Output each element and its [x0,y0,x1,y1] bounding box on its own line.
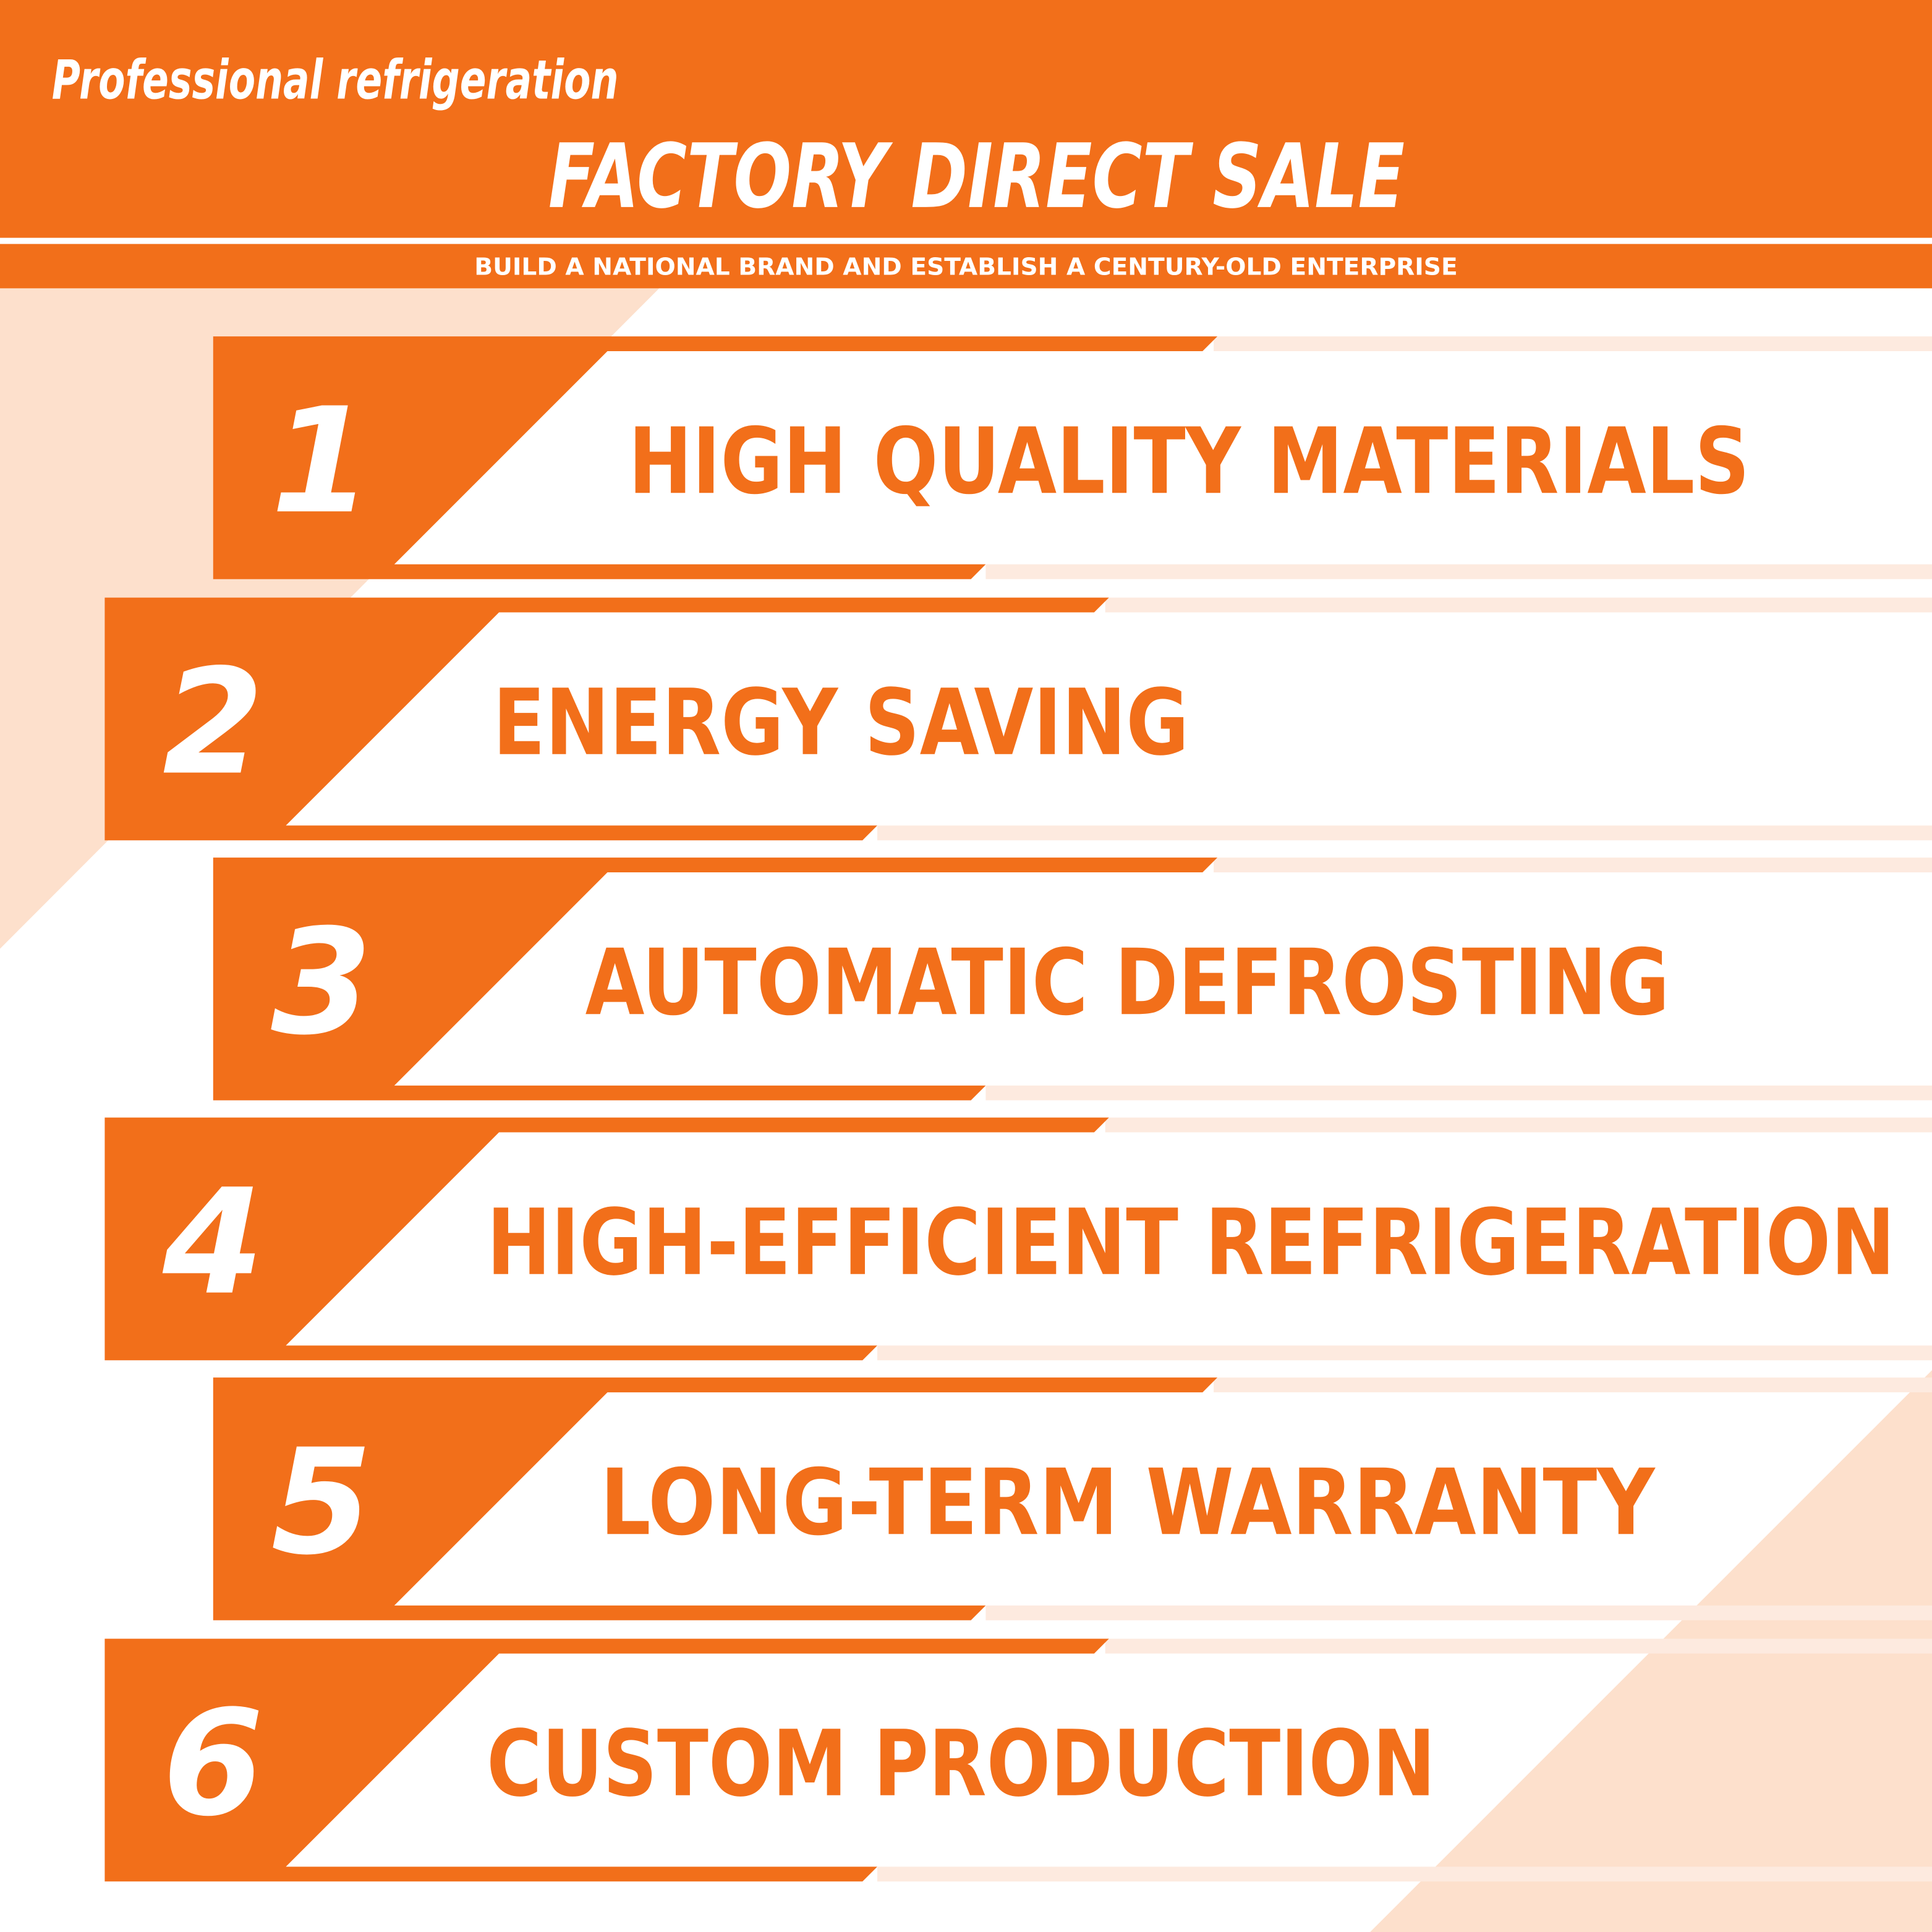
number-panel [213,336,1218,579]
faded-stripe [1214,1377,1932,1393]
faded-stripe [1105,1638,1932,1654]
feature-label: HIGH-EFFICIENT REFRIGERATION [487,1189,1895,1296]
faded-stripe [1214,336,1932,352]
feature-number: 2 [163,639,264,807]
feature-label: HIGH QUALITY MATERIALS [628,408,1750,514]
feature-number: 5 [271,1418,372,1587]
feature-number: 3 [271,898,372,1067]
feature-label: LONG-TERM WARRANTY [600,1449,1656,1555]
feature-row: 2 ENERGY SAVING [104,597,1932,841]
faded-stripe [1105,1117,1932,1133]
number-panel [213,857,1218,1100]
feature-number: 1 [271,377,372,546]
feature-row: 6 CUSTOM PRODUCTION [104,1638,1932,1882]
feature-row: 5 LONG-TERM WARRANTY [213,1377,1932,1620]
feature-label: AUTOMATIC DEFROSTING [585,929,1670,1036]
feature-label: ENERGY SAVING [493,670,1189,776]
number-panel [104,1117,1109,1361]
subtitle-band [0,244,1932,289]
tagline: Professional refrigeration [52,48,619,111]
faded-stripe [877,825,1932,841]
feature-number: 6 [163,1680,264,1849]
number-panel [104,597,1109,841]
faded-stripe [877,1866,1932,1882]
subtitle: BUILD A NATIONAL BRAND AND ESTABLISH A C… [474,253,1457,280]
feature-number: 4 [162,1159,264,1327]
faded-stripe [1214,857,1932,873]
feature-row: 1 HIGH QUALITY MATERIALS [213,336,1932,579]
header-banner: Professional refrigeration FACTORY DIREC… [0,0,1932,289]
page-title: FACTORY DIRECT SALE [548,125,1405,228]
feature-label: CUSTOM PRODUCTION [487,1711,1436,1817]
number-panel [213,1377,1218,1620]
faded-stripe [985,1605,1932,1620]
faded-stripe [877,1345,1932,1361]
faded-stripe [1105,597,1932,613]
feature-row: 3 AUTOMATIC DEFROSTING [213,857,1932,1100]
faded-stripe [985,564,1932,579]
feature-row: 4 HIGH-EFFICIENT REFRIGERATION [104,1117,1932,1361]
header-band [0,0,1932,238]
number-panel [104,1638,1109,1882]
faded-stripe [985,1085,1932,1100]
